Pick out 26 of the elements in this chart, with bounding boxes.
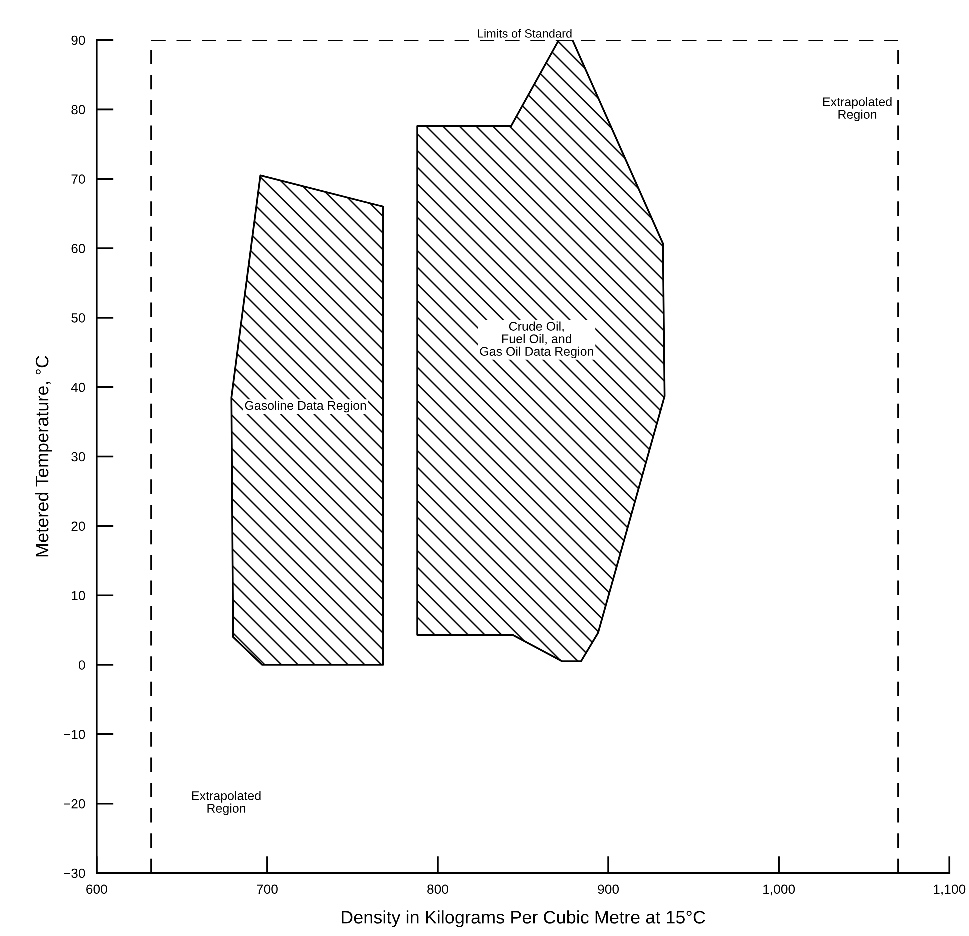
x-tick-label: 800 [428,884,448,894]
annotation: Gasoline Data Region [245,400,366,413]
x-axis-title: Density in Kilograms Per Cubic Metre at 15°C [342,910,706,928]
x-tick-label: 900 [598,884,620,894]
y-tick-label: −10 [64,730,86,740]
y-tick-label: 40 [71,382,86,392]
y-tick-label: 50 [72,313,86,323]
annotation: Crude Oil, Fuel Oil, and Gas Oil Data Region [480,322,594,359]
annotation: Extrapolated Region [192,791,261,816]
annotation: Extrapolated Region [823,97,892,122]
y-tick-label: −30 [64,868,86,878]
y-tick-label: 80 [72,105,86,115]
x-tick-label: 700 [257,884,278,894]
y-axis-title: Metered Temperature, °C [35,356,52,557]
y-tick-label: 20 [72,522,86,532]
y-tick-label: 10 [72,591,86,601]
y-tick-label: 60 [72,244,86,254]
x-tick-label: 1,000 [764,884,796,896]
y-tick-label: 0 [78,660,86,670]
y-tick-label: 30 [72,452,86,462]
ref-line-label: Limits of Standard [478,29,572,38]
y-tick-label: 70 [72,174,86,184]
y-tick-label: 90 [72,36,86,46]
y-tick-label: −20 [64,799,86,809]
x-tick-label: 600 [86,884,108,894]
x-tick-label: 1,100 [934,884,966,896]
